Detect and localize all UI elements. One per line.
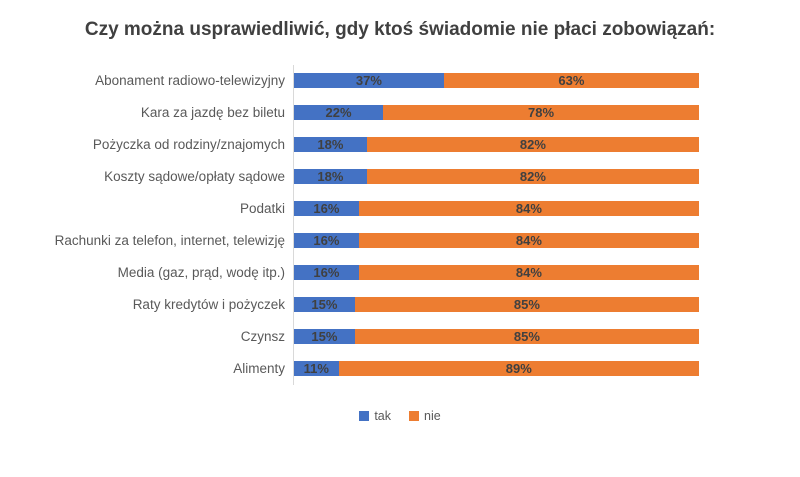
bar-track-cell: 16% 84% — [293, 256, 699, 289]
bar-track-cell: 15% 85% — [293, 288, 699, 321]
legend: tak nie — [0, 409, 800, 423]
category-label: Podatki — [239, 201, 285, 217]
data-label: 11% — [303, 361, 329, 377]
category-label: Pożyczka od rodziny/znajomych — [92, 137, 285, 153]
data-label: 63% — [558, 73, 585, 89]
bar-track: 15% 85% — [294, 297, 699, 313]
bar-track-cell: 16% 84% — [293, 224, 699, 257]
bar-track: 11% 89% — [294, 361, 699, 377]
bar-segment-nie: 84% — [358, 201, 699, 217]
category-label: Rachunki za telefon, internet, telewizję — [54, 233, 285, 249]
data-label: 16% — [313, 201, 340, 217]
bar-segment-tak: 15% — [294, 297, 355, 313]
bar-segment-nie: 82% — [366, 169, 699, 185]
bar-segment-nie: 85% — [354, 297, 699, 313]
bar-track-cell: 37% 63% — [293, 64, 699, 97]
bar-row: Pożyczka od rodziny/znajomych 18% 82% — [0, 128, 800, 161]
bar-track-cell: 16% 84% — [293, 192, 699, 225]
bar-track-cell: 22% 78% — [293, 96, 699, 129]
bar-segment-tak: 18% — [294, 137, 367, 153]
category-label: Abonament radiowo-telewizyjny — [95, 73, 285, 89]
bar-track: 16% 84% — [294, 201, 699, 217]
data-label: 78% — [528, 105, 555, 121]
bar-segment-nie: 84% — [358, 233, 699, 249]
data-label: 15% — [311, 297, 338, 313]
category-label: Media (gaz, prąd, wodę itp.) — [117, 265, 285, 281]
data-label: 22% — [325, 105, 352, 121]
category-label: Czynsz — [240, 329, 285, 345]
bar-segment-nie: 82% — [366, 137, 699, 153]
bar-track-cell: 18% 82% — [293, 128, 699, 161]
bar-track: 18% 82% — [294, 169, 699, 185]
data-label: 37% — [355, 73, 382, 89]
bar-segment-nie: 89% — [338, 361, 699, 377]
legend-swatch-nie — [409, 410, 419, 421]
bar-track: 16% 84% — [294, 265, 699, 281]
plot-area: Abonament radiowo-telewizyjny 37% 63% Kara … — [0, 64, 800, 385]
bar-row: Rachunki za telefon, internet, telewizję… — [0, 224, 800, 257]
bar-segment-tak: 16% — [294, 233, 359, 249]
data-label: 82% — [519, 137, 546, 153]
data-label: 84% — [515, 201, 542, 217]
category-label: Alimenty — [233, 361, 285, 377]
bar-row: Alimenty 11% 89% — [0, 352, 800, 385]
bar-row: Koszty sądowe/opłaty sądowe 18% 82% — [0, 160, 800, 193]
data-label: 18% — [317, 169, 344, 185]
category-label: Kara za jazdę bez biletu — [140, 105, 285, 121]
bar-segment-tak: 15% — [294, 329, 355, 345]
data-label: 84% — [515, 265, 542, 281]
data-label: 18% — [317, 137, 344, 153]
bar-segment-tak: 11% — [294, 361, 339, 377]
bar-track-cell: 18% 82% — [293, 160, 699, 193]
data-label: 16% — [313, 233, 340, 249]
bar-row: Podatki 16% 84% — [0, 192, 800, 225]
data-label: 85% — [513, 297, 540, 313]
bar-track: 16% 84% — [294, 233, 699, 249]
category-label: Koszty sądowe/opłaty sądowe — [104, 169, 285, 185]
data-label: 15% — [311, 329, 338, 345]
data-label: 85% — [513, 329, 540, 345]
bar-segment-nie: 63% — [443, 73, 699, 89]
bar-rows: Abonament radiowo-telewizyjny 37% 63% Kara … — [0, 64, 800, 385]
legend-item-nie: nie — [409, 409, 441, 423]
legend-label-tak: tak — [374, 408, 391, 423]
category-label: Raty kredytów i pożyczek — [132, 297, 285, 313]
bar-row: Media (gaz, prąd, wodę itp.) 16% 84% — [0, 256, 800, 289]
bar-segment-tak: 16% — [294, 265, 359, 281]
bar-segment-nie: 84% — [358, 265, 699, 281]
legend-swatch-tak — [359, 410, 370, 421]
bar-track: 22% 78% — [294, 105, 699, 121]
data-label: 89% — [505, 361, 532, 377]
data-label: 16% — [313, 265, 340, 281]
bar-segment-nie: 85% — [354, 329, 699, 345]
bar-track-cell: 15% 85% — [293, 320, 699, 353]
chart-title: Czy można usprawiedliwić, gdy ktoś świad… — [84, 19, 716, 40]
bar-row: Abonament radiowo-telewizyjny 37% 63% — [0, 64, 800, 97]
bar-segment-tak: 22% — [294, 105, 384, 121]
bar-track: 37% 63% — [294, 73, 699, 89]
bar-track-cell: 11% 89% — [293, 352, 699, 385]
data-label: 84% — [515, 233, 542, 249]
bar-segment-tak: 18% — [294, 169, 367, 185]
bar-segment-tak: 16% — [294, 201, 359, 217]
bar-row: Kara za jazdę bez biletu 22% 78% — [0, 96, 800, 129]
bar-row: Raty kredytów i pożyczek 15% 85% — [0, 288, 800, 321]
bar-segment-nie: 78% — [383, 105, 699, 121]
bar-track: 15% 85% — [294, 329, 699, 345]
legend-item-tak: tak — [359, 409, 391, 423]
bar-segment-tak: 37% — [294, 73, 444, 89]
bar-track: 18% 82% — [294, 137, 699, 153]
legend-label-nie: nie — [424, 408, 441, 423]
data-label: 82% — [519, 169, 546, 185]
bar-row: Czynsz 15% 85% — [0, 320, 800, 353]
